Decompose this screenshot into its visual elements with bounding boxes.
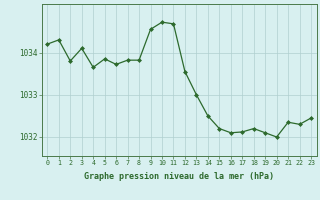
X-axis label: Graphe pression niveau de la mer (hPa): Graphe pression niveau de la mer (hPa) <box>84 172 274 181</box>
